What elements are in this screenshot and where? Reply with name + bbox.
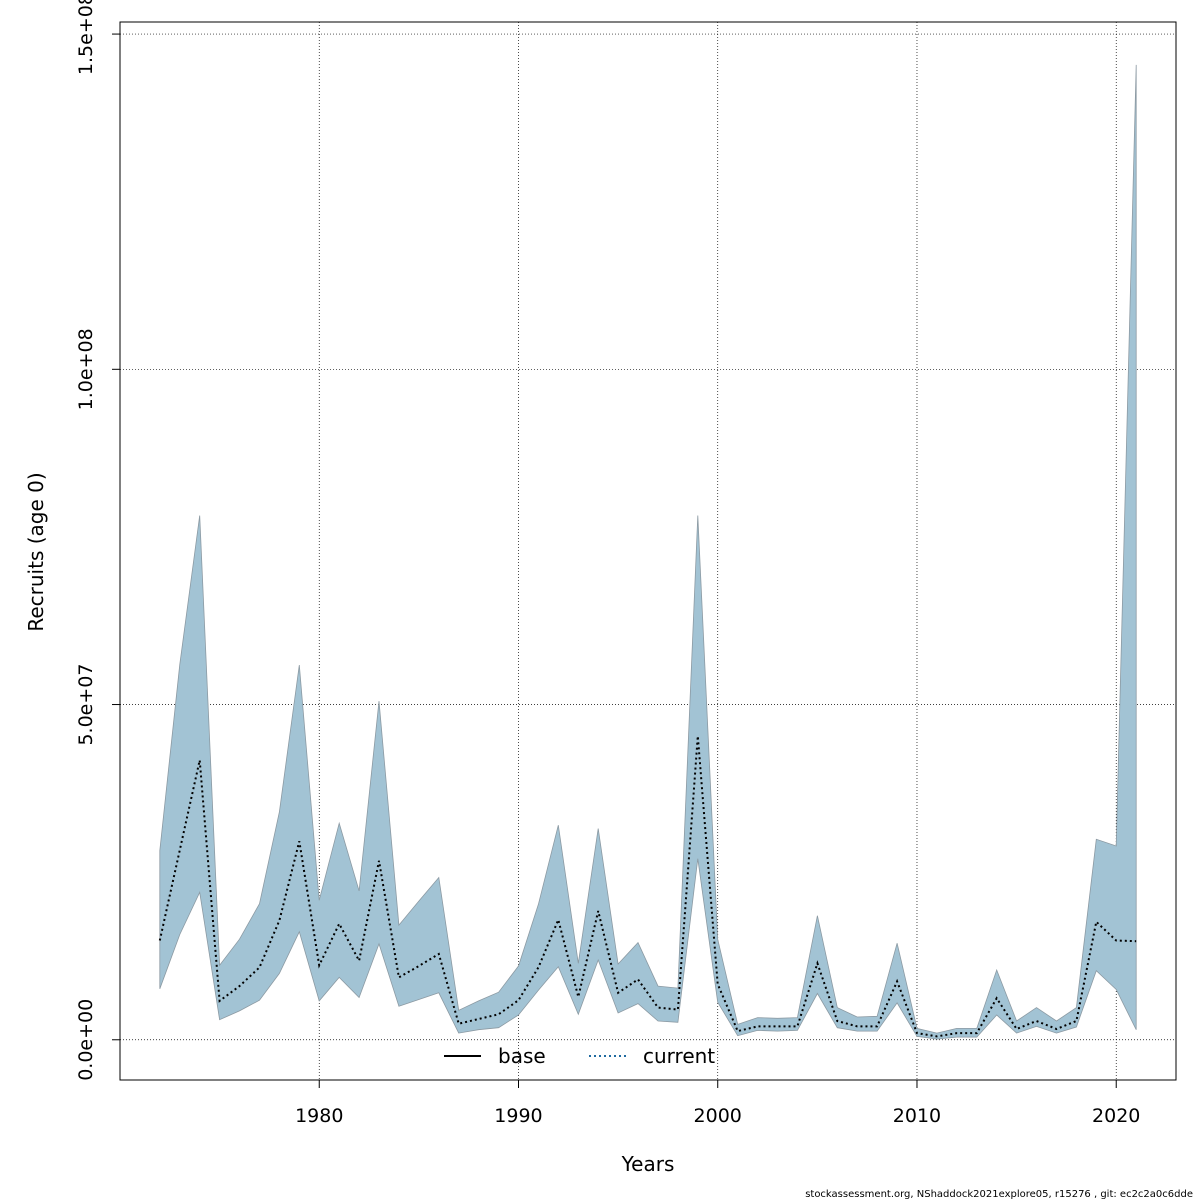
x-tick-label: 1990	[494, 1105, 542, 1127]
y-axis-title: Recruits (age 0)	[24, 472, 48, 631]
plot-frame	[119, 21, 1177, 1081]
x-tick-label: 1980	[295, 1105, 343, 1127]
y-tick-label: 1.5e+08	[75, 0, 97, 75]
legend-base-label: base	[498, 1044, 546, 1068]
legend: base current	[444, 1044, 715, 1068]
confidence-band	[159, 64, 1137, 1040]
y-tick-label: 0.0e+00	[75, 999, 97, 1081]
x-tick-label: 2000	[694, 1105, 742, 1127]
axes: 1980 1990 2000 2010 2020 0.0e+00 5.0e+07 1.0e+0…	[75, 0, 1140, 1127]
legend-current-label: current	[643, 1044, 715, 1068]
grid-lines	[120, 22, 1176, 1080]
footer-credit: stockassessment.org, NShaddock2021explor…	[805, 1189, 1193, 1200]
y-tick-label: 5.0e+07	[75, 664, 97, 746]
x-tick-label: 2010	[893, 1105, 941, 1127]
y-tick-label: 1.0e+08	[75, 328, 97, 410]
x-tick-label: 2020	[1092, 1105, 1140, 1127]
x-axis-title: Years	[621, 1152, 675, 1176]
